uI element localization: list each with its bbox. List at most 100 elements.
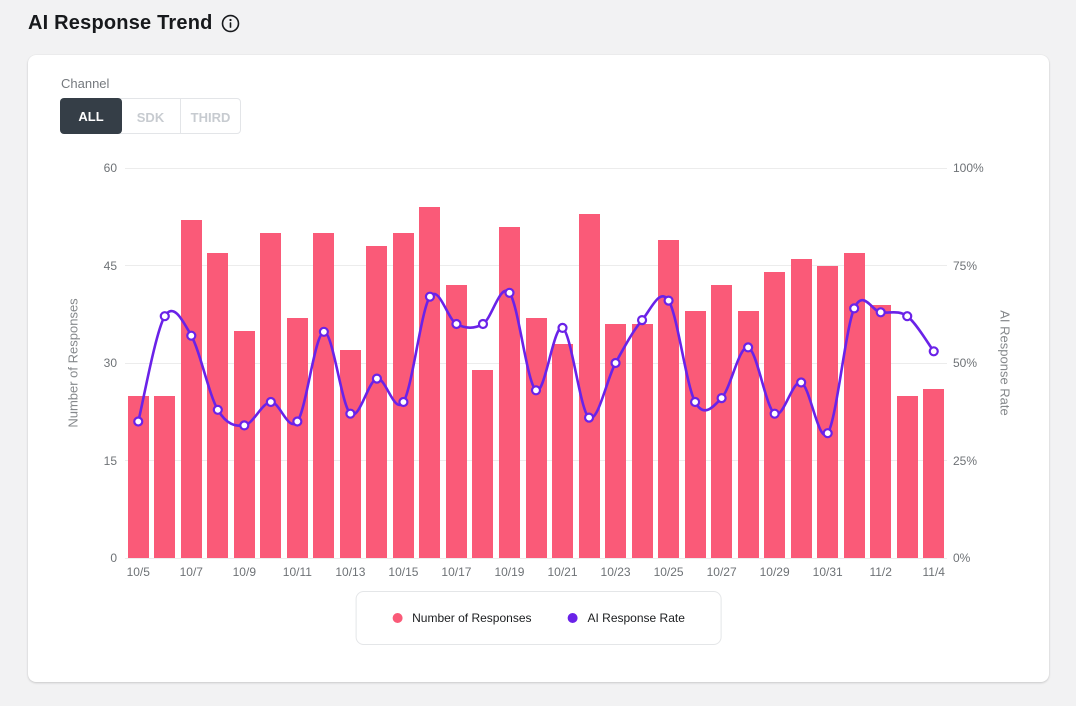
rate-point-10/6: [159, 311, 170, 322]
rate-line-layer: [133, 287, 939, 439]
x-tick-10/7: 10/7: [179, 565, 203, 579]
x-tick-11/2: 11/2: [869, 565, 892, 579]
rate-point-10/8: [212, 404, 223, 415]
bar-10/11: [286, 317, 308, 558]
channel-button-all[interactable]: ALL: [60, 98, 122, 134]
rate-point-10/15: [398, 396, 409, 408]
right-tick-100%: 100%: [953, 161, 984, 175]
rate-point-10/30: [796, 377, 807, 388]
rate-point-10/13: [345, 408, 356, 419]
rate-point-10/26: [689, 396, 701, 408]
bar-10/22: [578, 213, 600, 558]
bar-10/6: [154, 395, 176, 558]
right-tick-50%: 50%: [953, 356, 978, 370]
button-divider: [180, 99, 181, 133]
legend-dot: [392, 613, 403, 623]
rate-point-10/11: [292, 416, 303, 427]
rate-point-10/12: [318, 326, 329, 337]
rate-point-10/16: [424, 291, 436, 302]
bar-10/31: [817, 265, 839, 558]
page-header: AI Response Trend: [28, 12, 240, 35]
rate-point-10/20: [530, 385, 542, 396]
x-tick-10/17: 10/17: [441, 565, 472, 579]
bar-10/10: [260, 233, 282, 558]
legend-item-number-of-responses[interactable]: Number of Responses: [392, 611, 532, 625]
bar-11/3: [896, 395, 918, 558]
bar-11/2: [870, 304, 892, 558]
left-tick-0: 0: [110, 551, 117, 565]
rate-point-11/2: [875, 307, 886, 318]
x-tick-10/27: 10/27: [706, 565, 737, 579]
x-tick-10/5: 10/5: [126, 565, 150, 579]
chart-card: Channel ALL SDK THIRD Number of Responses …: [28, 55, 1049, 682]
x-tick-10/23: 10/23: [600, 565, 631, 579]
rate-point-10/18: [477, 318, 489, 330]
chart-legend: Number of Responses AI Response Rate: [355, 591, 722, 645]
bar-10/18: [472, 369, 494, 558]
channel-button-sdk[interactable]: SDK: [121, 99, 180, 135]
gridline-45: [125, 265, 947, 266]
info-icon[interactable]: [221, 14, 240, 33]
gridline-0: [125, 557, 947, 559]
rate-point-10/29: [769, 408, 780, 419]
rate-point-11/4: [928, 346, 939, 357]
bar-10/7: [180, 220, 202, 558]
rate-point-10/19: [504, 287, 515, 298]
x-tick-10/11: 10/11: [282, 565, 312, 579]
bar-10/9: [233, 330, 255, 558]
x-tick-10/21: 10/21: [547, 565, 578, 579]
rate-point-10/5: [133, 416, 144, 427]
left-tick-60: 60: [103, 161, 117, 175]
x-tick-10/29: 10/29: [759, 565, 790, 579]
rate-point-10/21: [557, 322, 568, 333]
bar-10/5: [127, 395, 149, 558]
right-axis-title: AI Response Rate: [997, 310, 1013, 416]
rate-point-10/9: [239, 420, 250, 431]
bar-10/24: [631, 324, 653, 558]
x-tick-10/13: 10/13: [335, 565, 366, 579]
legend-dot: [567, 613, 578, 623]
left-tick-15: 15: [103, 453, 117, 468]
bar-10/14: [366, 246, 388, 558]
left-tick-45: 45: [103, 258, 117, 273]
x-tick-10/15: 10/15: [388, 565, 419, 579]
bar-10/30: [790, 259, 812, 558]
rate-point-10/27: [716, 393, 727, 404]
rate-point-11/1: [849, 303, 860, 314]
right-tick-25%: 25%: [953, 453, 978, 468]
x-tick-10/9: 10/9: [232, 565, 256, 579]
right-tick-75%: 75%: [953, 258, 978, 273]
bar-10/15: [392, 233, 414, 558]
x-tick-10/19: 10/19: [494, 565, 525, 579]
rate-point-10/25: [663, 295, 674, 306]
right-tick-0%: 0%: [953, 551, 971, 565]
rate-point-10/28: [743, 342, 754, 353]
x-tick-10/25: 10/25: [653, 565, 684, 579]
rate-point-10/10: [265, 396, 276, 408]
rate-point-10/31: [822, 428, 833, 439]
gridline-60: [125, 167, 947, 169]
rate-point-10/14: [371, 373, 383, 384]
bar-10/23: [605, 324, 627, 558]
plot-area: [125, 167, 947, 559]
bar-10/21: [552, 343, 574, 558]
rate-point-11/3: [902, 311, 913, 322]
legend-label: AI Response Rate: [587, 611, 685, 625]
legend-item-ai-response-rate[interactable]: AI Response Rate: [567, 611, 685, 625]
rate-point-10/22: [583, 412, 595, 423]
channel-button-third[interactable]: THIRD: [181, 99, 240, 135]
rate-point-10/23: [610, 357, 621, 369]
rate-point-10/7: [186, 330, 197, 341]
x-tick-10/31: 10/31: [812, 565, 843, 579]
channel-button-group: ALL SDK THIRD: [60, 98, 241, 134]
bar-10/12: [313, 233, 335, 558]
rate-point-10/24: [636, 315, 648, 326]
x-tick-11/4: 11/4: [922, 565, 945, 579]
rate-point-10/17: [451, 318, 462, 330]
bar-11/4: [923, 389, 945, 558]
rate-line: [137, 289, 935, 437]
bar-10/27: [711, 285, 733, 558]
bar-10/26: [684, 311, 706, 558]
bar-10/28: [737, 311, 759, 558]
page-title: AI Response Trend: [28, 12, 213, 34]
